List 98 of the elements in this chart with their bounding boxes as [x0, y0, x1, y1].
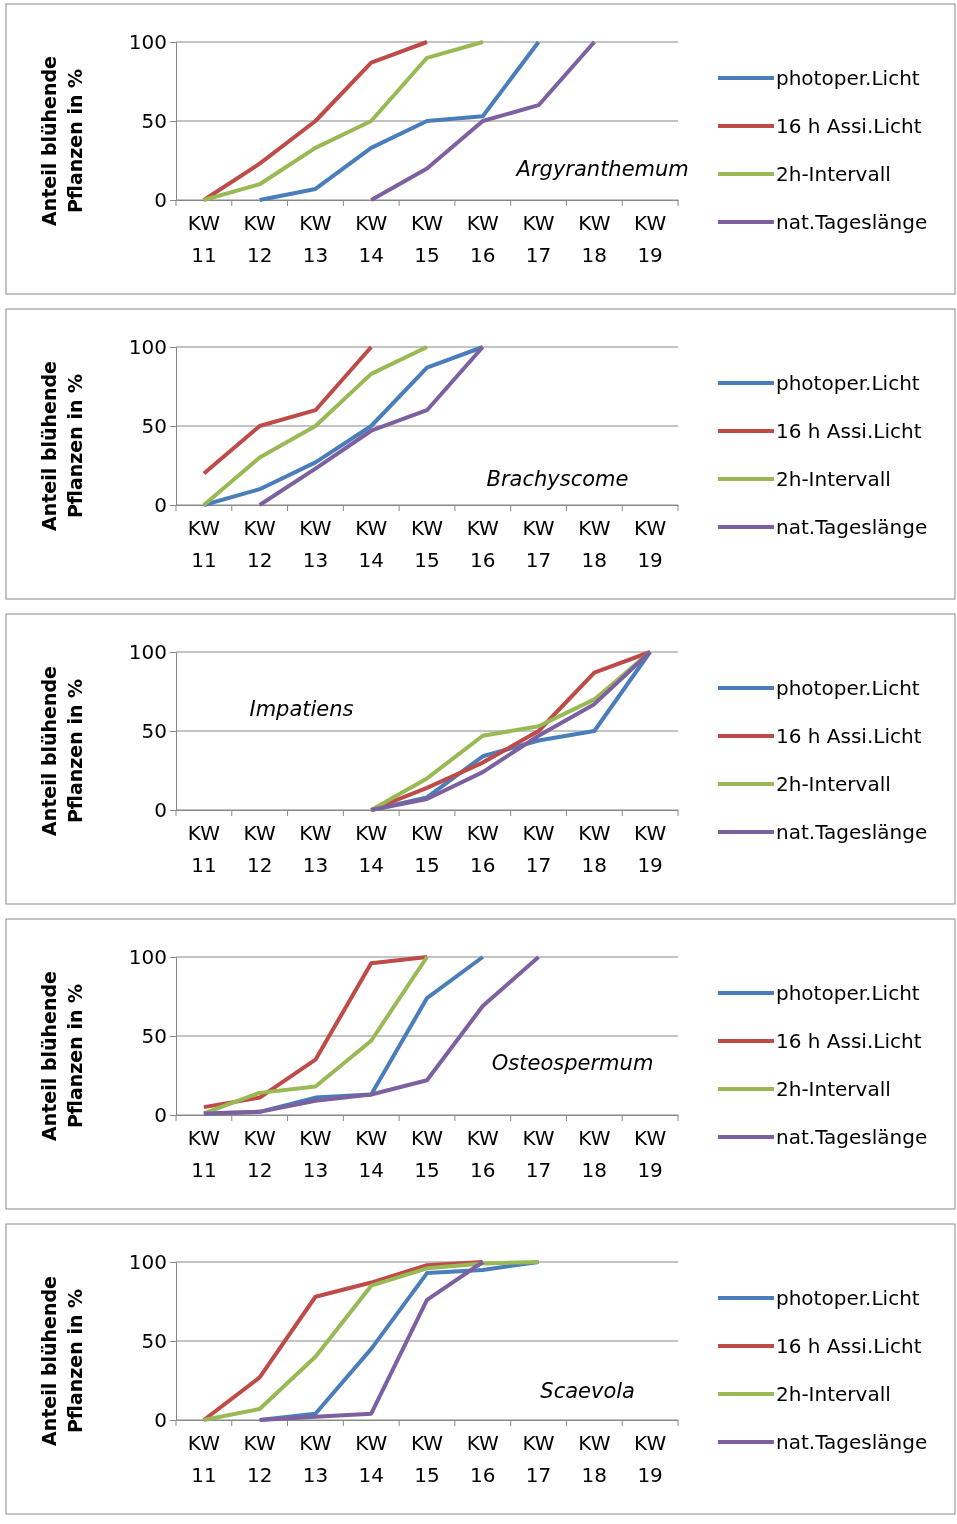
- x-tick-label: KW 15: [410, 1126, 444, 1182]
- x-tick-label: KW 19: [634, 821, 667, 877]
- legend-label: 2h-Intervall: [776, 1077, 891, 1101]
- x-tick-label: KW 13: [299, 1126, 332, 1182]
- x-tick-label: KW 19: [634, 1431, 667, 1487]
- line-series: [201, 1260, 541, 1422]
- x-tick-label: KW 19: [634, 516, 667, 572]
- x-tick-label: KW 17: [522, 1126, 555, 1182]
- x-tick-label: KW 11: [187, 211, 221, 267]
- y-tick-label: 100: [128, 1249, 167, 1274]
- x-tick-label: KW 11: [187, 1126, 221, 1182]
- y-tick-label: 100: [128, 29, 167, 54]
- x-tick-label: KW 17: [522, 1431, 555, 1487]
- x-tick-label: KW 19: [634, 211, 667, 267]
- y-axis-title: Anteil blühende Pflanzen in %: [38, 1276, 86, 1446]
- x-tick-label: KW 18: [578, 1431, 611, 1487]
- legend-label: photoper.Licht: [776, 371, 920, 395]
- x-tick-label: KW 11: [187, 516, 221, 572]
- line-series: [201, 40, 485, 202]
- legend-label: 2h-Intervall: [776, 162, 891, 186]
- x-tick-label: KW 14: [355, 211, 388, 267]
- x-tick-label: KW 16: [466, 1126, 500, 1182]
- legend-label: nat.Tageslänge: [776, 210, 928, 234]
- y-tick-label: 100: [128, 944, 167, 969]
- x-tick-label: KW 17: [522, 821, 555, 877]
- text: Brachyscome: [486, 466, 629, 491]
- line-series: [201, 345, 429, 507]
- y-tick-label: 0: [154, 797, 167, 822]
- x-tick-label: KW 18: [578, 1126, 611, 1182]
- x-tick-label: KW 13: [299, 1431, 332, 1487]
- legend-label: 2h-Intervall: [776, 1382, 891, 1406]
- legend-label: 16 h Assi.Licht: [776, 114, 922, 138]
- line-series: [201, 1260, 485, 1422]
- y-axis-title: Anteil blühende Pflanzen in %: [38, 971, 86, 1141]
- legend-label: 2h-Intervall: [776, 772, 891, 796]
- y-axis-title: Anteil blühende Pflanzen in %: [38, 666, 86, 836]
- x-tick-label: KW 15: [410, 516, 444, 572]
- x-tick-label: KW 18: [578, 821, 611, 877]
- x-tick-label: KW 14: [355, 1431, 388, 1487]
- text: Argyranthemum: [514, 156, 689, 181]
- x-tick-label: KW 16: [466, 516, 500, 572]
- x-tick-label: KW 15: [410, 1431, 444, 1487]
- x-tick-label: KW 12: [243, 516, 276, 572]
- x-tick-label: KW 17: [522, 516, 555, 572]
- x-tick-label: KW 12: [243, 1126, 276, 1182]
- legend-label: 2h-Intervall: [776, 467, 891, 491]
- x-tick-label: KW 18: [578, 211, 611, 267]
- x-tick-label: KW 18: [578, 516, 611, 572]
- x-tick-label: KW 12: [243, 211, 276, 267]
- line-series: [201, 345, 374, 476]
- y-tick-label: 0: [154, 1102, 167, 1127]
- y-tick-label: 0: [154, 1407, 167, 1432]
- y-tick-label: 100: [128, 639, 167, 664]
- x-tick-label: KW 14: [355, 516, 388, 572]
- x-tick-label: KW 11: [187, 821, 221, 877]
- legend-label: 16 h Assi.Licht: [776, 724, 922, 748]
- x-tick-label: KW 15: [410, 211, 444, 267]
- legend-label: photoper.Licht: [776, 1286, 920, 1310]
- x-tick-label: KW 13: [299, 821, 332, 877]
- text: Osteospermum: [491, 1051, 654, 1076]
- x-tick-label: KW 19: [634, 1126, 667, 1182]
- legend-label: photoper.Licht: [776, 66, 920, 90]
- y-tick-label: 50: [141, 718, 167, 743]
- x-tick-label: KW 16: [466, 211, 500, 267]
- legend-label: nat.Tageslänge: [776, 1125, 928, 1149]
- text: Scaevola: [540, 1378, 635, 1403]
- legend-label: 16 h Assi.Licht: [776, 419, 922, 443]
- x-tick-label: KW 14: [355, 821, 388, 877]
- line-series: [201, 345, 485, 507]
- line-series: [257, 1260, 485, 1422]
- y-axis-title: Anteil blühende Pflanzen in %: [38, 56, 86, 226]
- x-tick-label: KW 13: [299, 211, 332, 267]
- y-tick-label: 50: [141, 1328, 167, 1353]
- x-tick-label: KW 12: [243, 1431, 276, 1487]
- x-tick-label: KW 14: [355, 1126, 388, 1182]
- legend-label: nat.Tageslänge: [776, 820, 928, 844]
- y-tick-label: 50: [141, 1023, 167, 1048]
- legend-label: nat.Tageslänge: [776, 515, 928, 539]
- x-tick-label: KW 11: [187, 1431, 221, 1487]
- x-tick-label: KW 12: [243, 821, 276, 877]
- y-axis-title: Anteil blühende Pflanzen in %: [38, 361, 86, 531]
- y-tick-label: 100: [128, 334, 167, 359]
- x-tick-label: KW 16: [466, 1431, 500, 1487]
- x-tick-label: KW 16: [466, 821, 500, 877]
- y-tick-label: 50: [141, 108, 167, 133]
- legend-label: nat.Tageslänge: [776, 1430, 928, 1454]
- y-tick-label: 0: [154, 492, 167, 517]
- legend-label: 16 h Assi.Licht: [776, 1029, 922, 1053]
- line-series: [257, 345, 485, 507]
- legend-label: 16 h Assi.Licht: [776, 1334, 922, 1358]
- legend-label: photoper.Licht: [776, 676, 920, 700]
- x-tick-label: KW 17: [522, 211, 555, 267]
- x-tick-label: KW 15: [410, 821, 444, 877]
- y-tick-label: 0: [154, 187, 167, 212]
- text: Impatiens: [249, 697, 354, 722]
- y-tick-label: 50: [141, 413, 167, 438]
- x-tick-label: KW 13: [299, 516, 332, 572]
- legend-label: photoper.Licht: [776, 981, 920, 1005]
